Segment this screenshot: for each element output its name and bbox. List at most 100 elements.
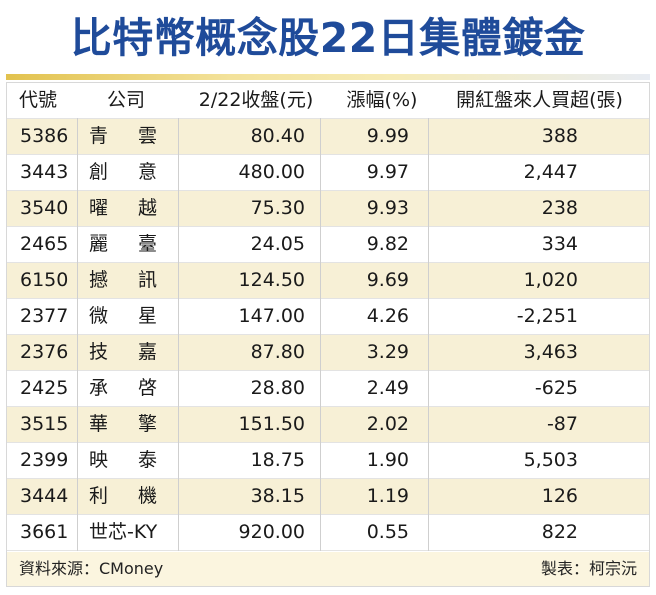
table-row: 2377 微星 147.00 4.26 -2,251 bbox=[7, 298, 649, 334]
title-divider bbox=[6, 74, 650, 80]
company-char-2: 啓 bbox=[138, 377, 158, 399]
cell-close: 75.30 bbox=[250, 197, 305, 219]
company-char-1: 曜 bbox=[89, 197, 109, 219]
cell-net-buy: -625 bbox=[534, 377, 578, 399]
table-frame bbox=[6, 82, 650, 587]
row-divider bbox=[7, 370, 649, 371]
cell-company: 撼訊 bbox=[89, 262, 181, 298]
cell-code: 2425 bbox=[20, 377, 69, 399]
company-char-2: 訊 bbox=[138, 269, 158, 291]
table-row: 3515 華擎 151.50 2.02 -87 bbox=[7, 406, 649, 442]
cell-code: 3515 bbox=[20, 413, 69, 435]
cell-company: 華擎 bbox=[89, 406, 181, 442]
row-divider bbox=[7, 478, 649, 479]
table-row: 3661 世芯-KY 920.00 0.55 822 bbox=[7, 514, 649, 550]
table-credit: 製表：柯宗沅 bbox=[540, 559, 637, 578]
cell-net-buy: 238 bbox=[541, 197, 578, 219]
column-divider bbox=[320, 118, 321, 551]
company-char-2: 臺 bbox=[138, 233, 158, 255]
cell-change: 1.90 bbox=[366, 449, 409, 471]
cell-code: 3540 bbox=[20, 197, 69, 219]
cell-code: 2399 bbox=[20, 449, 69, 471]
company-char-1: 麗 bbox=[89, 233, 109, 255]
header-net-buy: 開紅盤來人買超(張) bbox=[456, 89, 623, 111]
table-row: 5386 青雲 80.40 9.99 388 bbox=[7, 118, 649, 154]
cell-close: 480.00 bbox=[238, 161, 305, 183]
header-code: 代號 bbox=[19, 89, 58, 111]
header-change: 漲幅(%) bbox=[346, 89, 418, 111]
company-char-1: 華 bbox=[89, 413, 109, 435]
table-row: 3444 利機 38.15 1.19 126 bbox=[7, 478, 649, 514]
cell-change: 2.49 bbox=[366, 377, 409, 399]
cell-company: 創意 bbox=[89, 154, 181, 190]
cell-change: 3.29 bbox=[366, 341, 409, 363]
data-source: 資料來源：CMoney bbox=[19, 559, 164, 578]
row-divider bbox=[7, 514, 649, 515]
company-char-1: 青 bbox=[89, 125, 109, 147]
cell-company: 映泰 bbox=[89, 442, 181, 478]
cell-close: 38.15 bbox=[250, 485, 305, 507]
cell-change: 4.26 bbox=[366, 305, 409, 327]
cell-change: 9.82 bbox=[366, 233, 409, 255]
cell-net-buy: 822 bbox=[541, 521, 578, 543]
company-char-1: 創 bbox=[89, 161, 109, 183]
company-char-1: 技 bbox=[89, 341, 109, 363]
cell-close: 80.40 bbox=[250, 125, 305, 147]
cell-code: 5386 bbox=[20, 125, 69, 147]
cell-net-buy: 2,447 bbox=[523, 161, 578, 183]
company-char-2: 星 bbox=[138, 305, 158, 327]
header-company: 公司 bbox=[107, 89, 146, 111]
cell-change: 9.99 bbox=[366, 125, 409, 147]
company-char-2: 越 bbox=[138, 197, 158, 219]
cell-code: 2376 bbox=[20, 341, 69, 363]
page-title: 比特幣概念股22日集體鍍金 bbox=[70, 14, 586, 62]
cell-company: 曜越 bbox=[89, 190, 181, 226]
table-header: 代號 公司 2/22收盤(元) 漲幅(%) 開紅盤來人買超(張) bbox=[7, 82, 649, 118]
cell-company: 青雲 bbox=[89, 118, 181, 154]
cell-code: 2377 bbox=[20, 305, 69, 327]
row-divider bbox=[7, 118, 649, 119]
cell-close: 87.80 bbox=[250, 341, 305, 363]
row-divider bbox=[7, 406, 649, 407]
company-char-2: 機 bbox=[138, 485, 158, 507]
cell-code: 3444 bbox=[20, 485, 69, 507]
cell-close: 24.05 bbox=[250, 233, 305, 255]
cell-net-buy: -2,251 bbox=[516, 305, 578, 327]
cell-net-buy: 5,503 bbox=[523, 449, 578, 471]
cell-change: 1.19 bbox=[366, 485, 409, 507]
column-divider bbox=[77, 118, 78, 551]
cell-net-buy: 388 bbox=[541, 125, 578, 147]
cell-net-buy: 1,020 bbox=[523, 269, 578, 291]
cell-change: 9.97 bbox=[366, 161, 409, 183]
company-char-2: 雲 bbox=[138, 125, 158, 147]
table-row: 2399 映泰 18.75 1.90 5,503 bbox=[7, 442, 649, 478]
table-row: 3443 創意 480.00 9.97 2,447 bbox=[7, 154, 649, 190]
cell-company: 承啓 bbox=[89, 370, 181, 406]
row-divider bbox=[7, 334, 649, 335]
cell-close: 124.50 bbox=[238, 269, 305, 291]
cell-company: 技嘉 bbox=[89, 334, 181, 370]
company-char-1: 撼 bbox=[89, 269, 109, 291]
company-char-1: 微 bbox=[89, 305, 109, 327]
company-char-1: 利 bbox=[89, 485, 109, 507]
company-char-2: 意 bbox=[138, 161, 158, 183]
table-footer: 資料來源：CMoney 製表：柯宗沅 bbox=[7, 552, 649, 586]
row-divider bbox=[7, 298, 649, 299]
row-divider bbox=[7, 550, 649, 551]
company-char-2: 泰 bbox=[138, 449, 158, 471]
cell-company: 世芯-KY bbox=[89, 514, 181, 550]
cell-net-buy: -87 bbox=[546, 413, 578, 435]
cell-code: 3443 bbox=[20, 161, 69, 183]
cell-net-buy: 334 bbox=[541, 233, 578, 255]
cell-code: 3661 bbox=[20, 521, 69, 543]
row-divider bbox=[7, 154, 649, 155]
table-row: 3540 曜越 75.30 9.93 238 bbox=[7, 190, 649, 226]
cell-close: 920.00 bbox=[238, 521, 305, 543]
table-row: 2376 技嘉 87.80 3.29 3,463 bbox=[7, 334, 649, 370]
table-row: 2465 麗臺 24.05 9.82 334 bbox=[7, 226, 649, 262]
header-close: 2/22收盤(元) bbox=[198, 89, 314, 111]
cell-change: 9.69 bbox=[366, 269, 409, 291]
cell-company: 微星 bbox=[89, 298, 181, 334]
cell-close: 147.00 bbox=[238, 305, 305, 327]
company-char-2: 嘉 bbox=[138, 341, 158, 363]
